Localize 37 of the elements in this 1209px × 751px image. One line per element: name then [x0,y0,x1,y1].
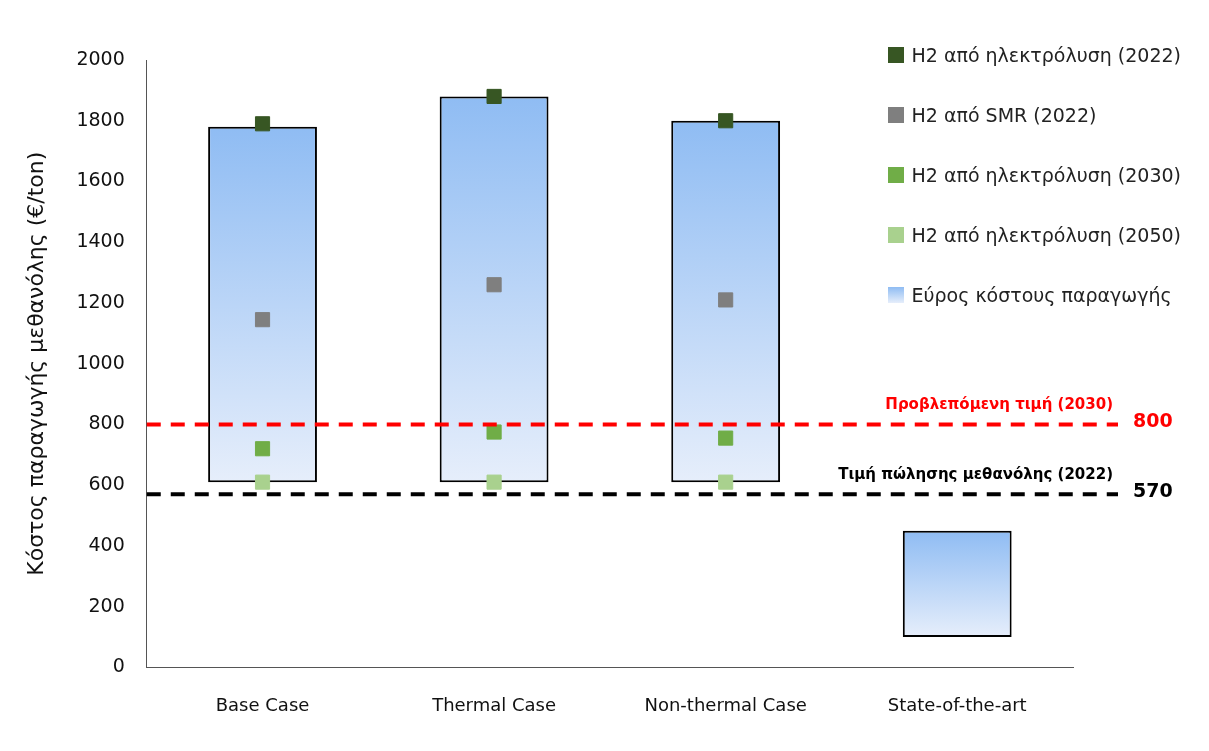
ref-line-label: Προβλεπόμενη τιμή (2030) [885,394,1113,413]
point [486,277,502,293]
legend-label: H2 από ηλεκτρόλυση (2030) [911,164,1181,186]
legend-label: Εύρος κόστους παραγωγής [911,284,1172,306]
y-tick-label: 1600 [76,168,125,191]
y-axis-title: Κόστος παραγωγής μεθανόλης (€/ton) [22,151,48,576]
point [718,474,734,490]
text: 570 [1133,479,1173,502]
legend-label: H2 από SMR (2022) [911,104,1097,126]
y-tick-label: 600 [88,472,125,495]
x-tick-label: Non-thermal Case [644,693,807,715]
y-tick-label: 1800 [76,107,125,130]
point [254,474,271,490]
y-tick-label: 400 [88,532,125,555]
x-tick-label: Thermal Case [431,693,557,715]
point [486,474,502,490]
point [254,116,271,132]
point [718,430,734,446]
text: 800 [1133,409,1173,432]
ref-line-label: Τιμή πώλησης μεθανόλης (2022) [838,464,1113,483]
point [718,292,734,308]
point [254,441,271,457]
x-tick-label: State-of-the-art [887,693,1027,715]
legend-label: H2 από ηλεκτρόλυση (2022) [911,44,1181,66]
y-tick-label: 1400 [76,229,125,252]
y-tick-label: 1200 [76,289,125,312]
y-tick-label: 800 [88,411,125,434]
y-tick-label: 0 [112,654,125,677]
y-tick-label: 2000 [76,46,125,69]
legend-label: H2 από ηλεκτρόλυση (2050) [911,224,1181,246]
x-tick-label: Base Case [215,693,310,715]
y-tick-label: 1000 [76,350,125,373]
point [254,312,271,328]
point [718,113,734,129]
point [486,424,502,440]
point [486,88,502,105]
y-tick-label: 200 [88,593,125,616]
